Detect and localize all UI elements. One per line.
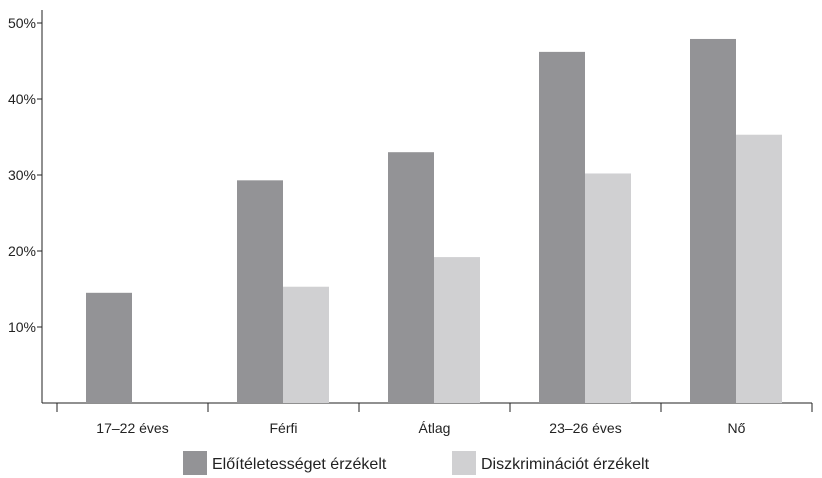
y-tick-label: 20% (8, 243, 36, 259)
legend-swatch (452, 451, 476, 475)
bar-discrimination (736, 134, 782, 403)
y-tick-label: 30% (8, 167, 36, 183)
x-category-label: Átlag (419, 420, 451, 436)
bar-discrimination (585, 173, 631, 403)
bar-prejudice (86, 292, 132, 403)
x-category-label: Férfi (270, 420, 298, 436)
y-tick-label: 40% (8, 91, 36, 107)
legend: Előítéletességet érzékelt Diszkriminációt… (183, 451, 650, 475)
legend-swatch (183, 451, 207, 475)
x-category-label: Nő (728, 420, 746, 436)
legend-label: Előítéletességet érzékelt (212, 456, 387, 473)
bar-prejudice (388, 152, 434, 403)
bar-prejudice (539, 51, 585, 403)
x-axis: 17–22 éves Férfi Átlag 23–26 éves Nő (42, 402, 813, 436)
bar-prejudice (237, 180, 283, 403)
x-category-label: 17–22 éves (96, 420, 168, 436)
bar-discrimination (283, 286, 329, 403)
x-category-label: 23–26 éves (549, 420, 621, 436)
y-tick-label: 50% (8, 15, 36, 31)
bar-discrimination (434, 257, 480, 403)
bars (86, 38, 782, 404)
legend-label: Diszkriminációt érzékelt (481, 456, 650, 473)
y-tick-label: 10% (8, 319, 36, 335)
y-axis: 10% 20% 30% 40% 50% (8, 10, 43, 403)
bar-prejudice (690, 38, 736, 404)
